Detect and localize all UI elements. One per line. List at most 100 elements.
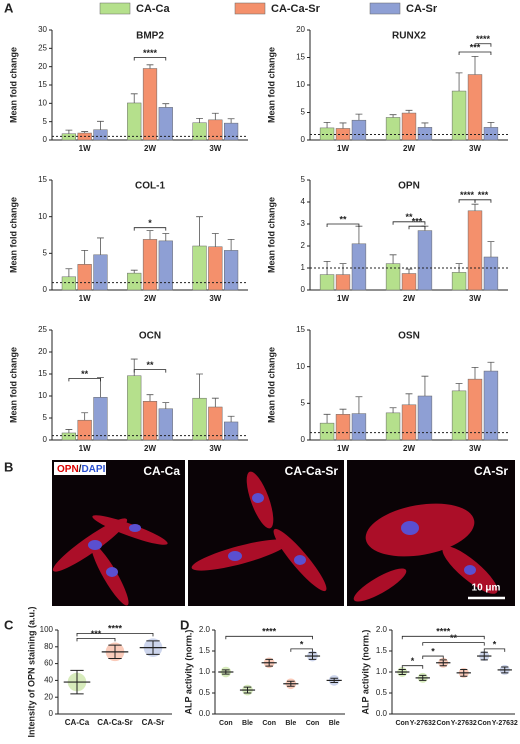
significance-label: ** <box>339 214 347 224</box>
significance-bracket <box>474 199 492 203</box>
y-tick-label: 1.0 <box>199 667 211 676</box>
image-title: CA-Sr <box>474 464 508 478</box>
y-axis-label: ALP activity (norm.) <box>183 630 193 715</box>
bar <box>401 112 417 141</box>
error-bar <box>162 233 170 241</box>
bar <box>451 272 467 291</box>
error-bar <box>455 72 463 92</box>
x-tick-label: Con <box>262 720 276 727</box>
bar <box>401 404 417 441</box>
y-axis-label: ALP activity (norm.) <box>360 630 370 715</box>
y-tick-label: 25 <box>38 43 47 52</box>
bar <box>224 122 239 141</box>
y-tick-label: 1 <box>301 263 306 272</box>
x-tick-label: 3W <box>209 444 221 453</box>
error-bar <box>308 652 317 660</box>
error-bar <box>65 129 73 134</box>
x-tick-label: 1W <box>337 294 349 303</box>
y-tick-label: 60 <box>44 659 53 668</box>
bar <box>351 119 367 141</box>
error-bar <box>81 250 89 265</box>
error-bar <box>480 651 488 661</box>
significance-bracket <box>133 227 167 231</box>
y-tick-label: 0 <box>43 435 48 444</box>
bar <box>385 263 401 291</box>
x-tick-label: 3W <box>469 144 481 153</box>
significance-label: ** <box>81 369 89 379</box>
y-tick-label: 20 <box>38 347 47 356</box>
significance-bracket <box>133 369 167 373</box>
bar <box>335 274 351 291</box>
y-tick-label: 15 <box>38 369 47 378</box>
x-tick-label: Con <box>477 720 491 727</box>
error-bar <box>65 268 73 277</box>
error-bar <box>339 122 347 129</box>
error-bar <box>355 225 363 244</box>
y-tick-label: 10 <box>296 362 305 371</box>
x-tick-label: Ble <box>242 720 253 727</box>
chart-title: OCN <box>139 331 161 342</box>
bar <box>61 276 76 291</box>
y-tick-label: 4 <box>301 197 306 206</box>
error-bar <box>227 239 235 251</box>
error-bar <box>196 216 203 246</box>
error-bar <box>196 117 203 123</box>
legend-swatch <box>99 2 131 15</box>
y-tick-label: 2.0 <box>376 625 388 634</box>
bar <box>417 230 433 291</box>
stain-label: OPN/DAPI <box>57 464 106 475</box>
significance-bracket <box>483 648 506 652</box>
error-bar <box>287 680 295 687</box>
bar <box>467 378 483 441</box>
bar <box>61 133 76 141</box>
error-bar <box>355 113 363 121</box>
bar <box>77 264 92 291</box>
error-bar <box>323 413 331 424</box>
x-tick-label: 3W <box>209 144 221 153</box>
significance-bracket <box>458 199 476 203</box>
y-tick-label: 20 <box>296 25 305 34</box>
significance-label: **** <box>476 34 491 44</box>
panel-label: D <box>180 617 189 632</box>
x-tick-label: 2W <box>144 144 156 153</box>
bar <box>319 127 335 141</box>
error-bar <box>265 658 273 667</box>
bar <box>483 256 499 291</box>
x-tick-label: Ble <box>285 720 296 727</box>
y-axis-label: Intensity of OPN staining (a.u.) <box>26 606 36 737</box>
y-tick-label: 10 <box>38 391 47 400</box>
y-tick-label: 5 <box>301 108 306 117</box>
bar <box>319 274 335 291</box>
nuclei <box>88 493 476 577</box>
error-bar <box>211 233 219 247</box>
chart-title: BMP2 <box>136 31 164 42</box>
y-tick-label: 20 <box>44 692 53 701</box>
significance-label: ** <box>405 212 413 222</box>
error-bar <box>471 56 479 75</box>
bar <box>127 272 142 291</box>
significance-label: *** <box>478 190 489 200</box>
x-tick-label: 3W <box>469 444 481 453</box>
scale-bar-label: 10 μm <box>472 583 501 594</box>
y-tick-label: 5 <box>43 248 48 257</box>
error-bar <box>405 109 413 114</box>
significance-bracket <box>401 635 485 640</box>
y-axis-label: Mean fold change <box>8 197 18 273</box>
x-tick-label: Y-27632 <box>410 720 436 727</box>
x-tick-label: 3W <box>209 294 221 303</box>
y-tick-label: 0.5 <box>199 688 211 697</box>
y-tick-label: 30 <box>38 25 47 34</box>
legend-label: CA-Sr <box>406 3 438 15</box>
error-bar <box>455 383 463 391</box>
bar <box>208 246 223 291</box>
significance-label: **** <box>143 48 158 58</box>
bar <box>127 375 142 441</box>
error-bar <box>439 659 447 667</box>
error-bar <box>389 254 397 264</box>
significance-bracket <box>422 655 444 660</box>
y-tick-label: 0 <box>49 709 54 718</box>
significance-bracket <box>458 51 492 55</box>
chart-title: OPN <box>398 181 420 192</box>
significance-bracket <box>422 642 485 646</box>
